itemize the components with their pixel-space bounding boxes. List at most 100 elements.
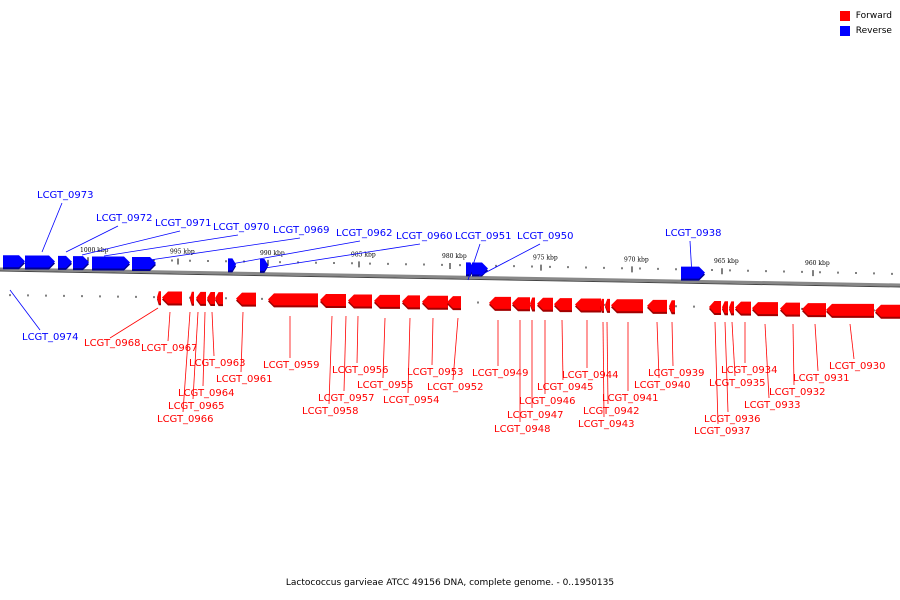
forward-gene-arrow[interactable] <box>780 302 800 315</box>
forward-gene-label[interactable]: LCGT_0965 <box>168 401 225 412</box>
forward-gene-arrow[interactable] <box>826 303 874 316</box>
forward-gene-arrow[interactable] <box>647 299 667 312</box>
forward-gene-arrow[interactable] <box>215 292 223 305</box>
forward-gene-label[interactable]: LCGT_0935 <box>709 378 766 389</box>
reverse-gene-arrow[interactable] <box>472 262 488 275</box>
reverse-gene-arrow[interactable] <box>73 256 89 269</box>
forward-gene-label[interactable]: LCGT_0945 <box>537 382 594 393</box>
forward-gene-arrow[interactable] <box>875 304 900 317</box>
forward-gene-label[interactable]: LCGT_0932 <box>769 387 826 398</box>
forward-gene-arrow[interactable] <box>374 294 400 307</box>
forward-gene-label[interactable]: LCGT_0947 <box>507 410 564 421</box>
forward-gene-leader-line <box>602 321 605 418</box>
forward-gene-arrow[interactable] <box>530 297 535 310</box>
forward-gene-label[interactable]: LCGT_0944 <box>562 370 619 381</box>
forward-gene-label[interactable]: LCGT_0937 <box>694 426 751 437</box>
forward-gene-arrow[interactable] <box>447 296 461 309</box>
forward-gene-label[interactable]: LCGT_0943 <box>578 419 635 430</box>
forward-gene-leader-line <box>182 311 191 413</box>
forward-gene-arrow[interactable] <box>537 297 553 310</box>
forward-gene-arrow[interactable] <box>669 300 675 313</box>
forward-gene-arrow[interactable] <box>236 292 256 305</box>
forward-gene-label[interactable]: LCGT_0941 <box>602 393 659 404</box>
forward-gene-label[interactable]: LCGT_0966 <box>157 414 214 425</box>
forward-gene-arrow[interactable] <box>554 298 572 311</box>
legend: Forward Reverse <box>839 8 892 38</box>
forward-gene-arrow[interactable] <box>348 294 372 307</box>
reverse-gene-leader-line <box>264 243 421 269</box>
forward-gene-arrow[interactable] <box>207 292 215 305</box>
reverse-gene-label[interactable]: LCGT_0962 <box>336 228 393 239</box>
forward-gene-label[interactable]: LCGT_0946 <box>519 396 576 407</box>
reverse-color-swatch <box>839 25 850 36</box>
forward-gene-label[interactable]: LCGT_0958 <box>302 406 359 417</box>
forward-gene-label[interactable]: LCGT_0957 <box>318 393 375 404</box>
forward-gene-arrow[interactable] <box>752 302 778 315</box>
forward-gene-label[interactable]: LCGT_0930 <box>829 361 886 372</box>
forward-gene-label[interactable]: LCGT_0967 <box>141 343 198 354</box>
forward-gene-leader-line <box>656 321 660 379</box>
forward-gene-arrow[interactable] <box>512 297 530 310</box>
reverse-gene-label[interactable]: LCGT_0970 <box>213 222 270 233</box>
forward-gene-arrow[interactable] <box>735 301 751 314</box>
forward-gene-label[interactable]: LCGT_0948 <box>494 424 551 435</box>
reverse-gene-arrow[interactable] <box>228 258 236 271</box>
forward-gene-arrow[interactable] <box>489 296 511 309</box>
forward-gene-arrow[interactable] <box>722 301 728 314</box>
forward-gene-arrow[interactable] <box>196 291 206 304</box>
forward-gene-arrow[interactable] <box>190 291 194 304</box>
forward-gene-arrow[interactable] <box>605 298 610 311</box>
forward-gene-label[interactable]: LCGT_0942 <box>583 406 640 417</box>
forward-gene-arrow[interactable] <box>709 301 721 314</box>
forward-gene-arrow[interactable] <box>162 291 182 304</box>
forward-gene-arrow[interactable] <box>320 293 346 306</box>
reverse-gene-arrow[interactable] <box>681 266 705 279</box>
reverse-gene-arrow[interactable] <box>25 255 55 268</box>
reverse-gene-arrow[interactable] <box>260 258 268 271</box>
forward-gene-arrow[interactable] <box>268 293 318 306</box>
forward-gene-arrow[interactable] <box>600 298 604 311</box>
forward-gene-label[interactable]: LCGT_0961 <box>216 374 273 385</box>
reverse-gene-label[interactable]: LCGT_0974 <box>22 332 79 343</box>
forward-gene-label[interactable]: LCGT_0959 <box>263 360 320 371</box>
forward-gene-leader-line <box>356 315 359 364</box>
forward-gene-arrow[interactable] <box>575 298 601 311</box>
forward-gene-label[interactable]: LCGT_0940 <box>634 380 691 391</box>
genome-backbone-shadow <box>0 270 900 288</box>
forward-gene-arrow[interactable] <box>729 301 734 314</box>
reverse-gene-label[interactable]: LCGT_0971 <box>155 218 212 229</box>
scale-tick-label: 990 kbp <box>260 250 285 257</box>
reverse-gene-label[interactable]: LCGT_0938 <box>665 228 722 239</box>
forward-gene-arrow[interactable] <box>402 295 420 308</box>
forward-gene-label[interactable]: LCGT_0931 <box>793 373 850 384</box>
forward-gene-label[interactable]: LCGT_0955 <box>357 380 414 391</box>
forward-gene-label[interactable]: LCGT_0968 <box>84 338 141 349</box>
reverse-gene-label[interactable]: LCGT_0973 <box>37 190 94 201</box>
reverse-gene-label[interactable]: LCGT_0950 <box>517 231 574 242</box>
forward-gene-label[interactable]: LCGT_0939 <box>648 368 705 379</box>
reverse-gene-label[interactable]: LCGT_0960 <box>396 231 453 242</box>
forward-gene-arrow[interactable] <box>157 291 161 304</box>
forward-gene-arrow[interactable] <box>802 303 826 316</box>
reverse-gene-label[interactable]: LCGT_0951 <box>455 231 512 242</box>
forward-gene-arrow[interactable] <box>611 299 643 312</box>
forward-gene-label[interactable]: LCGT_0963 <box>189 358 246 369</box>
forward-gene-label[interactable]: LCGT_0952 <box>427 382 484 393</box>
forward-gene-label[interactable]: LCGT_0933 <box>744 400 801 411</box>
forward-gene-leader-line <box>714 321 719 425</box>
forward-gene-label[interactable]: LCGT_0964 <box>178 388 235 399</box>
forward-gene-label[interactable]: LCGT_0956 <box>332 365 389 376</box>
reverse-gene-arrow[interactable] <box>92 256 130 269</box>
reverse-gene-arrow[interactable] <box>3 255 25 268</box>
reverse-gene-label[interactable]: LCGT_0972 <box>96 213 153 224</box>
forward-gene-label[interactable]: LCGT_0953 <box>407 367 464 378</box>
forward-gene-label[interactable]: LCGT_0936 <box>704 414 761 425</box>
forward-gene-leader-line <box>109 307 159 339</box>
forward-gene-label[interactable]: LCGT_0954 <box>383 395 440 406</box>
forward-gene-label[interactable]: LCGT_0949 <box>472 368 529 379</box>
forward-gene-label[interactable]: LCGT_0934 <box>721 365 778 376</box>
forward-gene-arrow[interactable] <box>422 295 448 308</box>
forward-gene-leader-line <box>167 311 171 342</box>
reverse-gene-arrow[interactable] <box>58 255 72 268</box>
reverse-gene-label[interactable]: LCGT_0969 <box>273 225 330 236</box>
